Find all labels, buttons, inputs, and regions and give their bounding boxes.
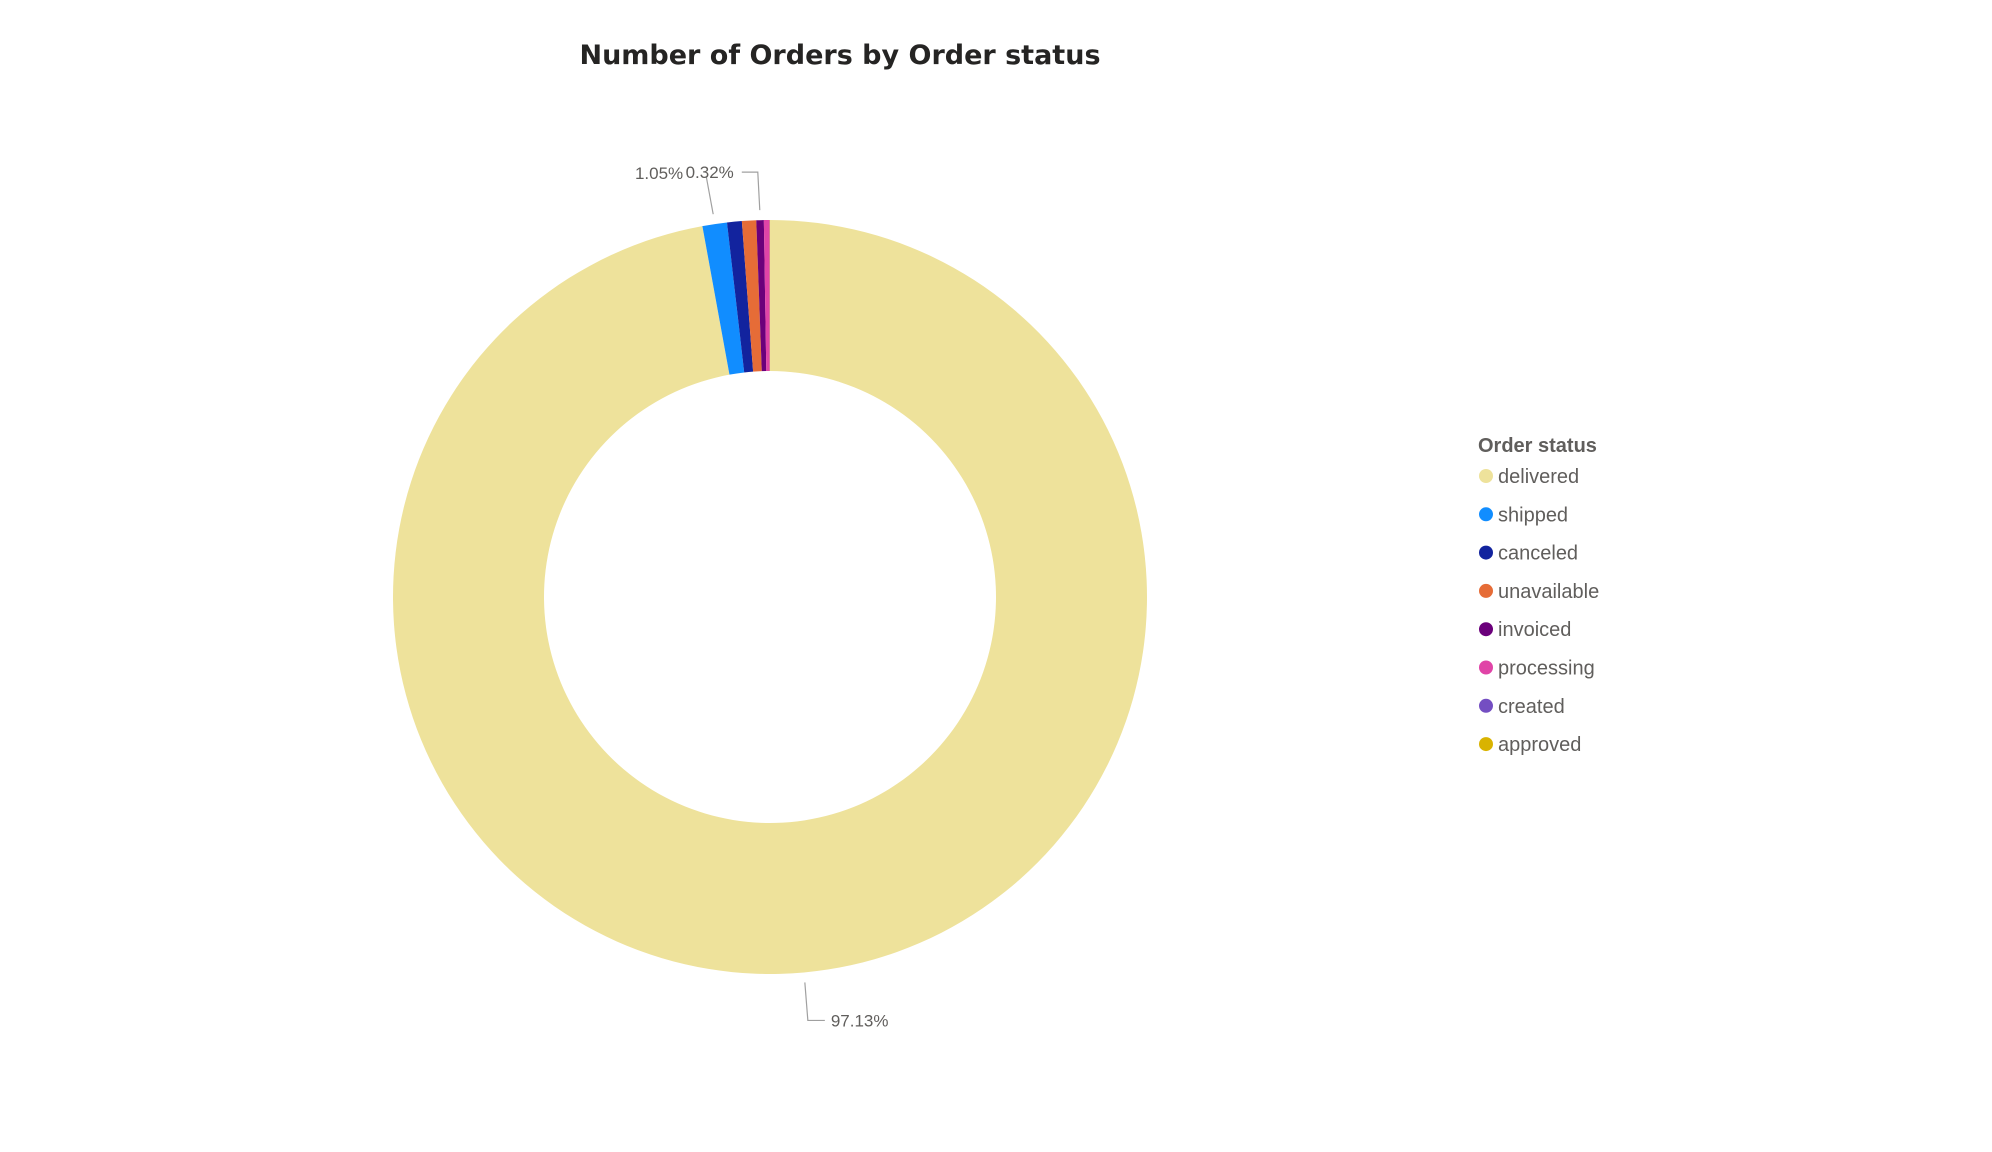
legend-item-shipped[interactable]: shipped: [1498, 504, 1568, 526]
legend-item-processing[interactable]: processing: [1498, 658, 1595, 680]
data-label-delivered: 97.13%: [831, 1011, 889, 1030]
slice-invoiced[interactable]: [756, 220, 767, 372]
legend-marker-delivered: [1479, 469, 1493, 483]
legend-marker-approved: [1479, 737, 1493, 752]
leader-line-shipped: [705, 176, 714, 215]
legend-title: Order status: [1478, 435, 1597, 457]
legend-item-unavailable[interactable]: unavailable: [1498, 581, 1599, 603]
legend-marker-canceled: [1479, 545, 1493, 560]
legend: Order status delivered shipped canceled una…: [1478, 435, 1599, 756]
legend-item-delivered[interactable]: delivered: [1498, 466, 1579, 488]
slice-processing[interactable]: [763, 220, 770, 372]
leader-line-delivered: [804, 982, 825, 1022]
legend-marker-unavailable: [1479, 583, 1493, 598]
legend-marker-created: [1479, 698, 1493, 713]
legend-marker-invoiced: [1479, 622, 1493, 637]
donut-slices: [392, 220, 1147, 974]
slice-canceled[interactable]: [726, 221, 754, 373]
chart-title: Number of Orders by Order status: [579, 40, 1100, 71]
slice-unavailable[interactable]: [741, 220, 762, 372]
legend-marker-shipped: [1479, 507, 1493, 522]
leader-line-invoiced: [741, 171, 761, 211]
data-label-shipped: 1.05%: [635, 164, 683, 183]
slice-delivered[interactable]: [392, 220, 1147, 974]
legend-item-created[interactable]: created: [1498, 696, 1565, 718]
data-labels: 97.13% 1.05% 0.32%: [635, 163, 889, 1030]
legend-marker-processing: [1479, 660, 1493, 675]
legend-item-invoiced[interactable]: invoiced: [1498, 619, 1571, 641]
data-label-invoiced: 0.32%: [686, 163, 734, 182]
legend-item-canceled[interactable]: canceled: [1498, 543, 1578, 565]
slice-shipped[interactable]: [702, 222, 745, 375]
legend-item-approved[interactable]: approved: [1498, 734, 1581, 756]
